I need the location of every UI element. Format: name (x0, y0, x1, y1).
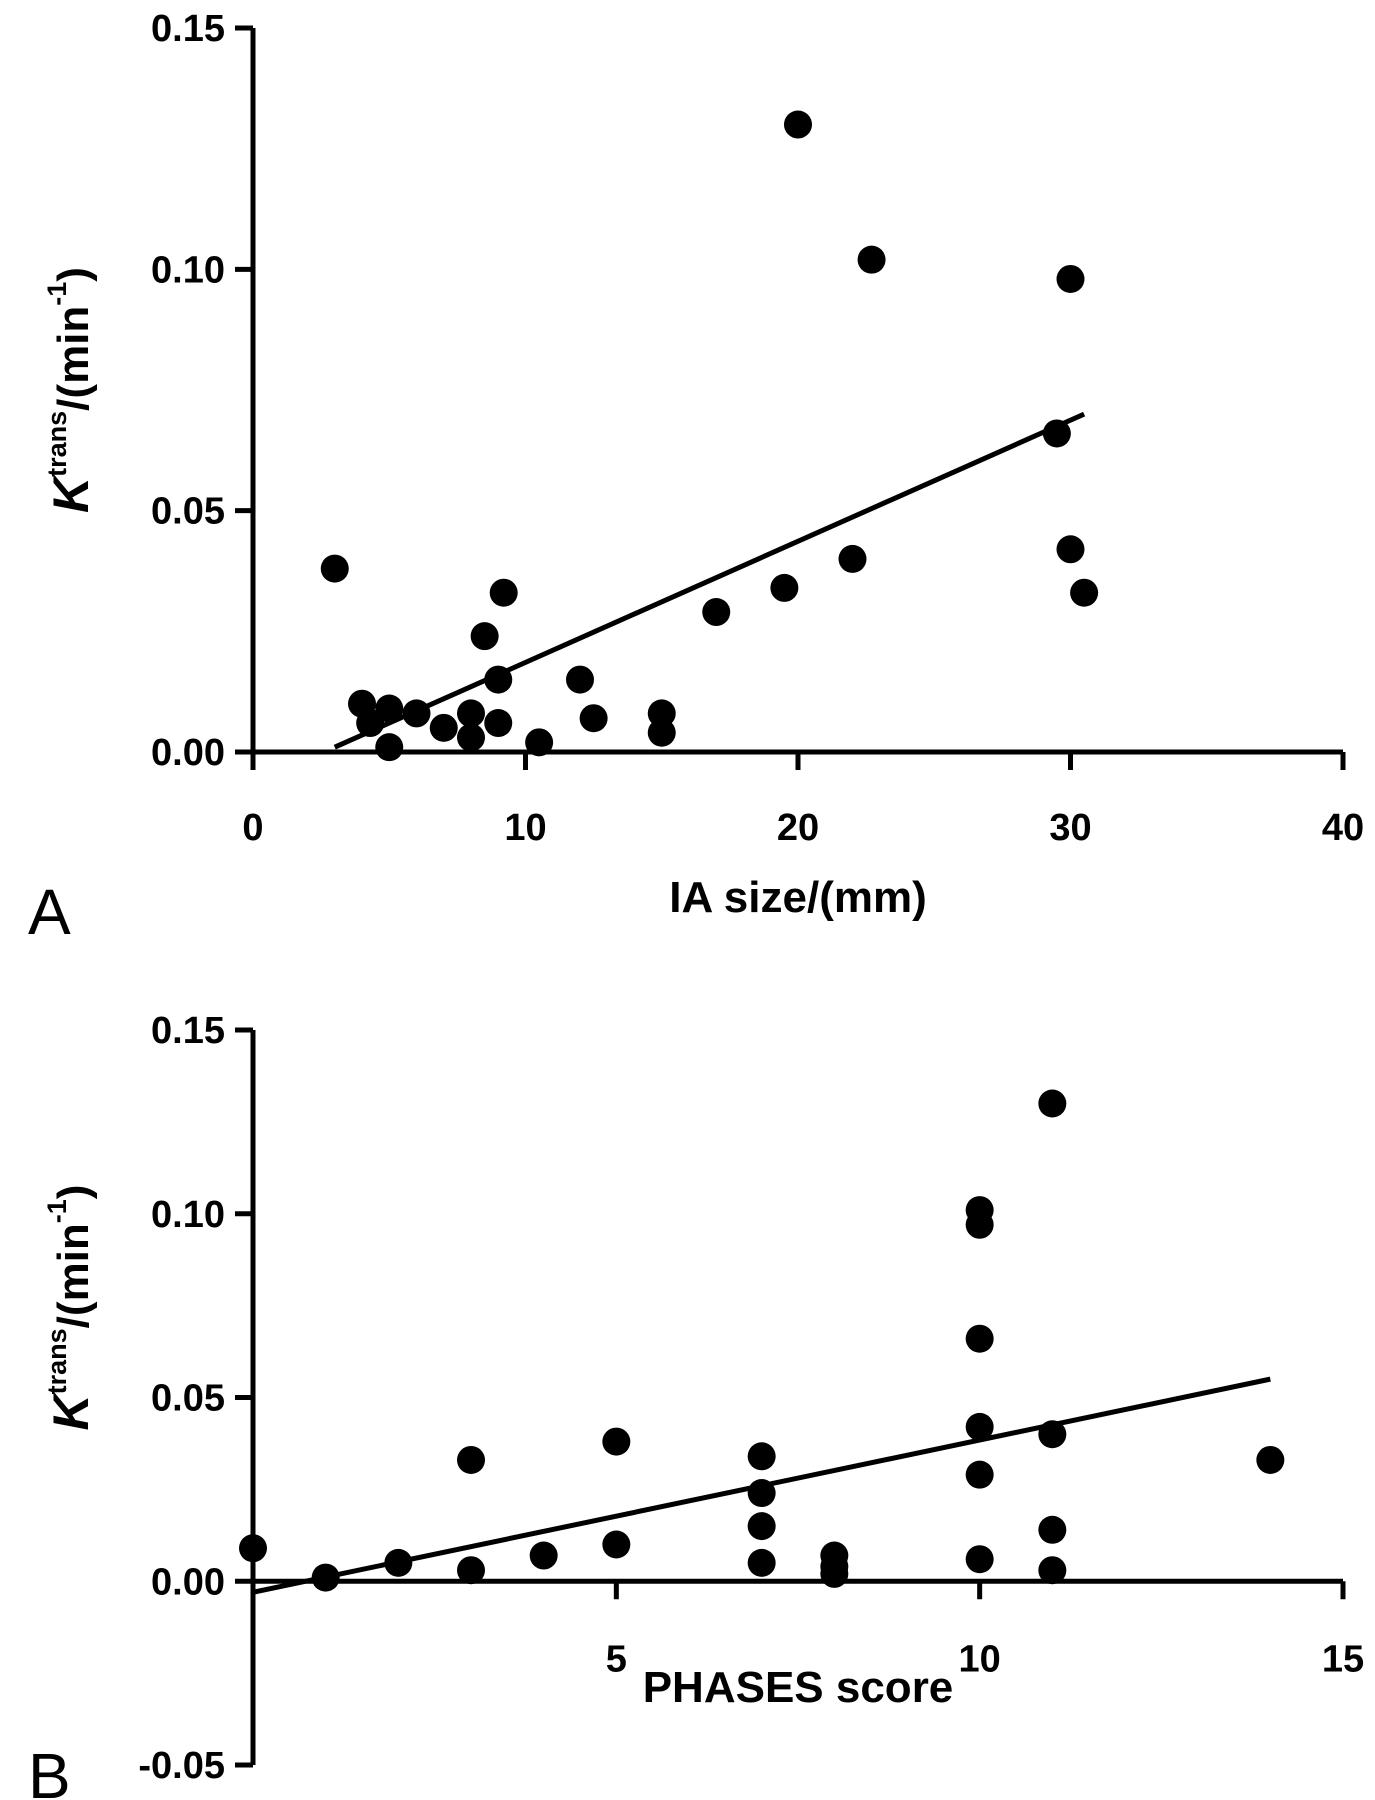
panel-a-data-point (484, 709, 513, 738)
panel-b-data-point (820, 1559, 849, 1588)
panel-b-data-point (602, 1427, 631, 1456)
panel-a-data-point (702, 598, 731, 627)
panel-b-data-point (747, 1512, 776, 1541)
panel-b-data-point (1038, 1089, 1067, 1118)
panel-a-data-point (1070, 578, 1099, 607)
panel-a-y-axis-title: Ktrans/(min-1) (42, 267, 99, 513)
panel-a-data-point (489, 578, 518, 607)
panel-a-x-tick-label: 30 (1049, 807, 1091, 849)
panel-a-data-point (457, 723, 485, 752)
panel-b-data-point (457, 1445, 485, 1474)
panel-b-data-point (965, 1210, 994, 1239)
panel-b-data-point (747, 1479, 776, 1508)
panel-a-x-tick-label: 0 (242, 807, 263, 849)
panel-a-y-axis-unit: /(min (49, 306, 98, 411)
panel-a-data-point (320, 554, 349, 583)
panel-a-data-point (484, 665, 513, 694)
panel-a-data-point (402, 699, 431, 728)
panel-a-y-tick-label: 0.15 (151, 8, 225, 50)
panel-a-y-tick-label: 0.10 (151, 249, 225, 291)
panel-a-data-point (1042, 419, 1071, 448)
panel-a-data-point (579, 704, 608, 733)
panel-a-data-point (838, 544, 867, 573)
panel-a-y-tick-label: 0.00 (151, 732, 225, 774)
panel-a-data-point (647, 699, 676, 728)
panel-a-data-point (647, 718, 676, 747)
panel-a-x-tick-label: 10 (504, 807, 546, 849)
panel-b-data-point (965, 1324, 994, 1353)
panel-a-data-point (470, 622, 499, 651)
panel-b-x-tick-label: 15 (1322, 1638, 1364, 1680)
panel-b-x-axis-title: PHASES score (643, 1663, 954, 1712)
chart-panel-b: -0.05 0.00 0.05 0.10 0.15 5 10 15 PHASES score Kt… (28, 1010, 1364, 1800)
panel-b-y-axis-symbol: K (43, 1390, 99, 1430)
panel-a-x-axis-title: IA size/(mm) (669, 873, 927, 922)
panel-a-y-tick-label: 0.05 (151, 491, 225, 533)
panel-a-data-point (1056, 535, 1085, 564)
panel-b-data-point (965, 1412, 994, 1441)
panel-a-data-point (525, 728, 554, 757)
panel-a-data-point (566, 665, 594, 694)
panel-a-y-axis-close: ) (49, 267, 98, 282)
panel-a-data-point (1056, 264, 1085, 293)
panel-b-y-axis-unit: /(min (49, 1223, 98, 1328)
panel-b-y-tick-label: 0.00 (151, 1561, 225, 1603)
panel-b-data-point (239, 1534, 267, 1563)
panel-b-data-point (457, 1556, 485, 1585)
panel-b-y-axis-title: Ktrans/(min-1) (42, 1185, 99, 1431)
panel-b-letter: B (28, 1740, 71, 1800)
panel-b-y-axis-superscript: trans (42, 1328, 72, 1394)
panel-a-y-axis-unit-superscript: -1 (42, 282, 72, 306)
panel-a-y-axis-symbol: K (43, 473, 99, 513)
panel-a-letter: A (28, 876, 71, 948)
panel-b-data-point (747, 1548, 776, 1577)
panel-b-data-point (1038, 1515, 1067, 1544)
panel-b-data-point (529, 1541, 558, 1570)
panel-a-data-point (375, 733, 404, 762)
panel-a-data-point (457, 699, 485, 728)
panel-a-data-point (857, 245, 886, 274)
panel-a-data-point (784, 110, 812, 139)
panel-b-y-tick-label: 0.10 (151, 1194, 225, 1236)
panel-b-y-axis-unit-superscript: -1 (42, 1199, 72, 1223)
panel-a-y-axis-superscript: trans (42, 411, 72, 477)
panel-b-y-tick-label: 0.05 (151, 1378, 225, 1420)
panel-b-data-point (1038, 1556, 1067, 1585)
panel-b-data-point (384, 1548, 413, 1577)
panel-b-data-point (1256, 1445, 1285, 1474)
panel-a-data-point (375, 694, 404, 723)
panel-b-x-tick-label: 10 (959, 1638, 1001, 1680)
panel-a-x-tick-label: 20 (777, 807, 819, 849)
panel-a-data-point (356, 709, 385, 738)
panel-b-data-point (747, 1442, 776, 1471)
panel-b-data-point (965, 1460, 994, 1489)
panel-a-data-point (429, 713, 458, 742)
panel-b-y-axis-close: ) (49, 1185, 98, 1200)
panel-a-x-tick-label: 40 (1322, 807, 1364, 849)
panel-b-x-tick-label: 5 (606, 1638, 627, 1680)
panel-b-data-point (1038, 1420, 1067, 1449)
chart-panel-a: 0.00 0.05 0.10 0.15 0 10 20 30 40 IA size/(mm) Ktr… (28, 8, 1364, 948)
panel-b-data-point (602, 1530, 631, 1559)
panel-b-y-tick-label: -0.05 (138, 1745, 225, 1787)
panel-b-data-point (311, 1563, 340, 1592)
panel-a-regression-line (333, 411, 1086, 750)
panel-b-data-point (965, 1545, 994, 1574)
panel-a-data-point (770, 573, 799, 602)
panel-b-y-tick-label: 0.15 (151, 1010, 225, 1052)
